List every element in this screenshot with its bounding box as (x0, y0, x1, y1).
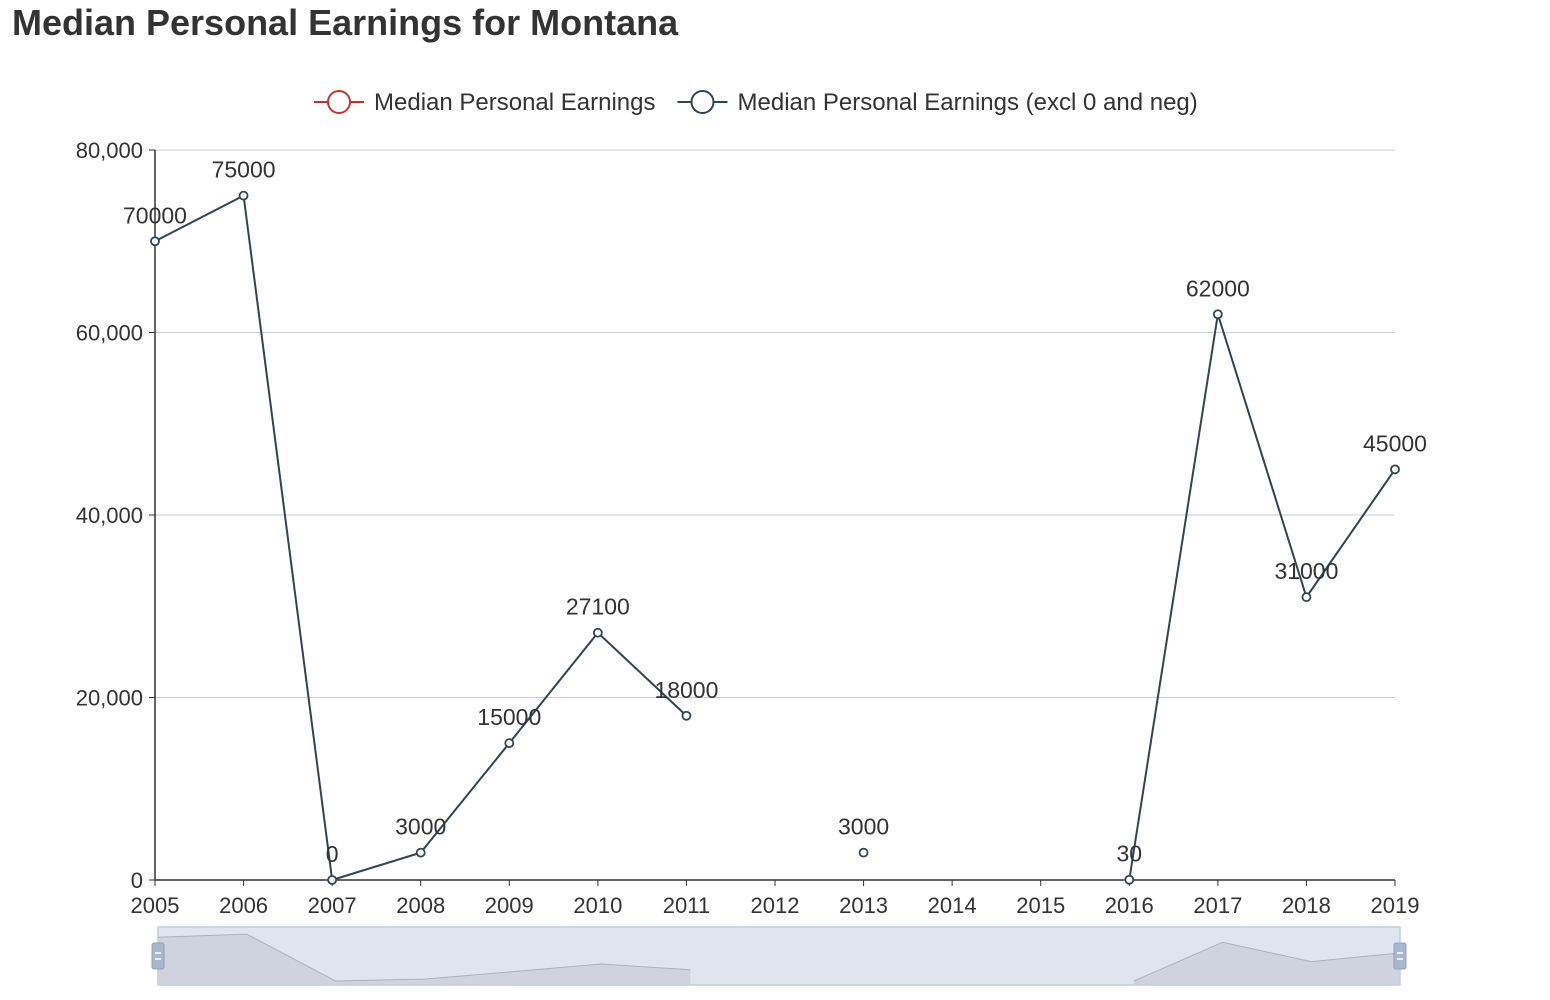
y-tick-label: 80,000 (76, 138, 143, 163)
zoom-preview-line (157, 933, 691, 982)
legend-marker (327, 90, 351, 114)
grid-lines (155, 149, 1395, 698)
legend[interactable]: Median Personal Earnings Median Personal … (314, 89, 1198, 116)
x-tick-label: 2015 (1016, 893, 1065, 918)
x-tick-label: 2010 (573, 893, 622, 918)
series-line (154, 194, 688, 881)
legend-marker (690, 90, 715, 114)
data-point (858, 847, 869, 858)
x-tick-label: 2009 (485, 893, 534, 918)
zoom-preview-area (1133, 942, 1400, 985)
zoom-preview-line (1133, 941, 1401, 982)
data-label: 31000 (1274, 558, 1338, 584)
zoom-preview-area (158, 934, 691, 985)
data-zoom-slider[interactable] (151, 926, 1407, 986)
x-tick-label: 2019 (1371, 893, 1420, 918)
series-group (150, 190, 1400, 885)
data-point (504, 738, 515, 749)
data-label: 62000 (1186, 275, 1250, 301)
data-point (592, 627, 603, 638)
x-tick-label: 2008 (396, 893, 445, 918)
data-label: 75000 (212, 157, 276, 183)
y-tick-label: 20,000 (76, 686, 143, 711)
x-tick-label: 2012 (751, 893, 800, 918)
data-label: 18000 (654, 677, 718, 703)
data-label: 70000 (123, 202, 187, 228)
data-point (238, 190, 249, 201)
data-point (1390, 464, 1400, 475)
legend-label: Median Personal Earnings (excl 0 and neg… (738, 89, 1198, 116)
y-tick-label: 40,000 (76, 503, 143, 528)
data-label: 15000 (477, 704, 541, 730)
x-tick-label: 2007 (308, 893, 357, 918)
y-tick-label: 60,000 (76, 321, 143, 346)
series-line (1128, 313, 1396, 880)
data-point (150, 236, 160, 247)
legend-item[interactable]: Median Personal Earnings (excl 0 and neg… (677, 89, 1198, 116)
data-label: 3000 (838, 814, 889, 840)
data-point (1301, 592, 1312, 603)
data-label: 0 (326, 841, 339, 867)
data-labels: 70000 75000 0 3000 15000 27100 18000 3000 30 6200… (123, 157, 1427, 867)
x-tick-label: 2011 (663, 893, 710, 918)
data-label: 30 (1116, 841, 1142, 867)
x-tick-label: 2013 (839, 893, 888, 918)
y-tick-label: 0 (131, 868, 143, 893)
x-tick-label: 2005 (131, 893, 180, 918)
axes: 0 20,000 40,000 60,000 80,000 2005 2006 2007 200… (76, 138, 1420, 918)
x-tick-label: 2018 (1282, 893, 1331, 918)
zoom-handle[interactable] (151, 942, 165, 970)
x-tick-label: 2014 (928, 893, 977, 918)
data-point (415, 847, 426, 858)
legend-label: Median Personal Earnings (374, 89, 656, 116)
data-point (1124, 874, 1135, 885)
data-point (1212, 309, 1223, 320)
zoom-handle[interactable] (1393, 942, 1407, 970)
data-label: 27100 (566, 594, 630, 620)
data-point (681, 710, 692, 721)
chart-title: Median Personal Earnings for Montana (12, 2, 679, 43)
x-tick-label: 2017 (1193, 893, 1242, 918)
x-tick-label: 2006 (219, 893, 268, 918)
legend-item[interactable]: Median Personal Earnings (314, 89, 656, 116)
data-label: 3000 (395, 814, 446, 840)
data-point (327, 875, 338, 885)
x-tick-label: 2016 (1105, 893, 1154, 918)
data-label: 45000 (1363, 430, 1427, 456)
